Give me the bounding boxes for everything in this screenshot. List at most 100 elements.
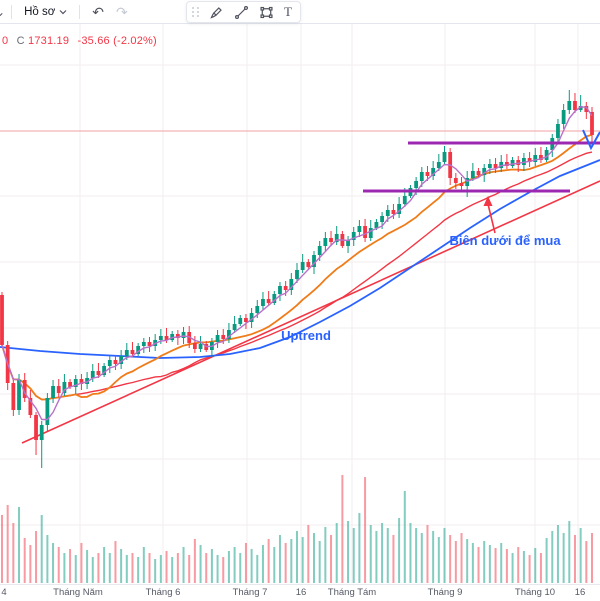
rectangle-tool-button[interactable]	[255, 4, 278, 21]
candle-body	[374, 222, 379, 228]
volume-bar	[159, 555, 162, 583]
candle-body	[567, 101, 572, 110]
candle-body	[56, 386, 61, 393]
candle-body	[164, 336, 169, 340]
volume-bar	[250, 549, 253, 583]
legend-close-label: C	[16, 35, 25, 47]
candle-body	[476, 171, 481, 175]
candle-body	[68, 382, 72, 387]
blue-projection-zigzag[interactable]	[582, 129, 600, 151]
volume-bar	[409, 523, 412, 583]
candle-body	[102, 366, 107, 375]
drawing-toolbar: T	[186, 1, 301, 23]
chevron-down-icon[interactable]: ⌄	[0, 4, 6, 19]
buy-arrow-shaft[interactable]	[487, 203, 496, 234]
volume-bar	[57, 547, 60, 583]
candle-body	[573, 101, 577, 110]
toolbar-divider	[79, 4, 81, 19]
volume-bar	[432, 531, 435, 583]
candle-body	[124, 350, 129, 356]
time-axis[interactable]: 4 Tháng Năm Tháng 6 Tháng 7 16 Tháng Tám Tháng…	[0, 584, 600, 601]
volume-bar	[307, 525, 310, 583]
volume-bar	[63, 553, 66, 583]
candle-body	[544, 150, 549, 160]
volume-bar	[278, 535, 281, 583]
time-axis-label: Tháng 10	[514, 587, 556, 598]
candle-body	[90, 371, 95, 378]
volume-bar	[182, 547, 185, 583]
time-axis-label: 4	[1, 587, 7, 598]
volume-bar	[511, 553, 514, 583]
ma-slow-red-line	[1, 151, 593, 401]
redo-button[interactable]: ↷	[110, 3, 134, 21]
drag-handle-icon[interactable]	[192, 7, 200, 17]
trendline-icon	[234, 5, 249, 19]
volume-bar	[108, 553, 111, 583]
candle-body	[79, 379, 84, 384]
candle-body	[232, 324, 237, 330]
candle-body	[425, 172, 430, 176]
candle-body	[45, 398, 50, 425]
candle-body	[34, 415, 38, 440]
candle-body	[289, 279, 294, 290]
candle-body	[317, 246, 322, 255]
volume-bar	[483, 541, 486, 583]
brush-tool-button[interactable]	[205, 4, 228, 21]
volume-bar	[568, 521, 571, 583]
volume-bar	[358, 513, 361, 583]
uptrend-annotation-text[interactable]: Uptrend	[281, 328, 331, 343]
time-axis-label: Tháng 9	[427, 587, 463, 598]
volume-bar	[12, 523, 15, 583]
profile-menu-label: Hồ sơ	[24, 5, 56, 18]
candle-body	[334, 234, 339, 242]
candle-body	[300, 262, 305, 270]
candle-body	[442, 152, 447, 162]
volume-bar	[125, 555, 128, 583]
undo-button[interactable]: ↶	[86, 3, 110, 21]
candle-body	[357, 226, 362, 232]
candle-body	[244, 318, 248, 322]
candle-body	[385, 210, 390, 216]
volume-bar	[324, 527, 327, 583]
candle-body	[221, 335, 226, 339]
volume-bar	[176, 553, 179, 583]
candle-body	[459, 183, 464, 186]
candle-body	[278, 286, 282, 294]
text-tool-button[interactable]: T	[280, 3, 296, 21]
volume-bar	[131, 553, 134, 583]
volume-bar	[420, 533, 423, 583]
candle-body	[73, 379, 78, 387]
volume-bar	[330, 535, 333, 583]
trendline-tool-button[interactable]	[230, 4, 253, 21]
time-axis-label: Tháng 6	[145, 587, 181, 598]
candle-body	[397, 204, 402, 214]
candle-body	[147, 342, 152, 346]
candle-body	[329, 238, 333, 242]
buy-annotation-text[interactable]: Biên dưới để mua	[449, 233, 561, 248]
volume-bar	[114, 541, 117, 583]
volume-bar	[528, 555, 531, 583]
volume-bar	[460, 533, 463, 583]
candle-body	[62, 382, 67, 393]
volume-bar	[69, 549, 72, 583]
candle-body	[533, 155, 538, 162]
time-axis-label: 16	[574, 587, 586, 598]
volume-bar	[165, 551, 168, 583]
volume-bar	[216, 555, 219, 583]
ohlc-legend: 0 C 1731.19 -35.66 (-2.02%)	[2, 35, 157, 47]
volume-bar	[534, 548, 537, 583]
volume-bar	[267, 539, 270, 583]
uptrend-trendline[interactable]	[21, 180, 600, 444]
candle-body	[584, 106, 589, 112]
volume-bar	[466, 539, 469, 583]
volume-bar	[23, 538, 26, 583]
profile-menu-button[interactable]: Hồ sơ	[18, 4, 73, 20]
candle-body	[561, 110, 566, 124]
candle-body	[107, 360, 112, 366]
volume-bar	[488, 545, 491, 583]
candle-body	[539, 155, 543, 160]
volume-bar	[301, 537, 304, 583]
volume-bar	[517, 547, 520, 583]
volume-bar	[500, 543, 503, 583]
